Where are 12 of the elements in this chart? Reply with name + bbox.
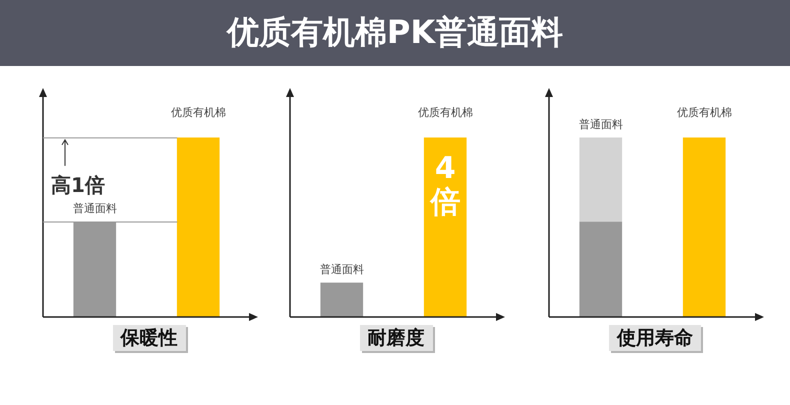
x-tick-label: 普通面料 <box>72 202 117 216</box>
x-axis-title: 使用寿命 <box>609 325 701 351</box>
x-tick-label: 优质有机棉 <box>676 106 732 119</box>
x-tick-label: 优质有机棉 <box>418 106 473 119</box>
annotation: 高1倍 <box>51 172 105 197</box>
text: 优质有机棉PK普通面料 <box>226 12 564 53</box>
x-axis-title: 耐磨度 <box>360 325 432 351</box>
annotation: 4倍 <box>429 150 460 220</box>
x-tick-label: 普通面料 <box>578 118 623 131</box>
x-tick-label: 优质有机棉 <box>170 106 226 119</box>
x-tick-label: 普通面料 <box>320 262 364 276</box>
x-axis-title: 保暖性 <box>112 325 186 351</box>
